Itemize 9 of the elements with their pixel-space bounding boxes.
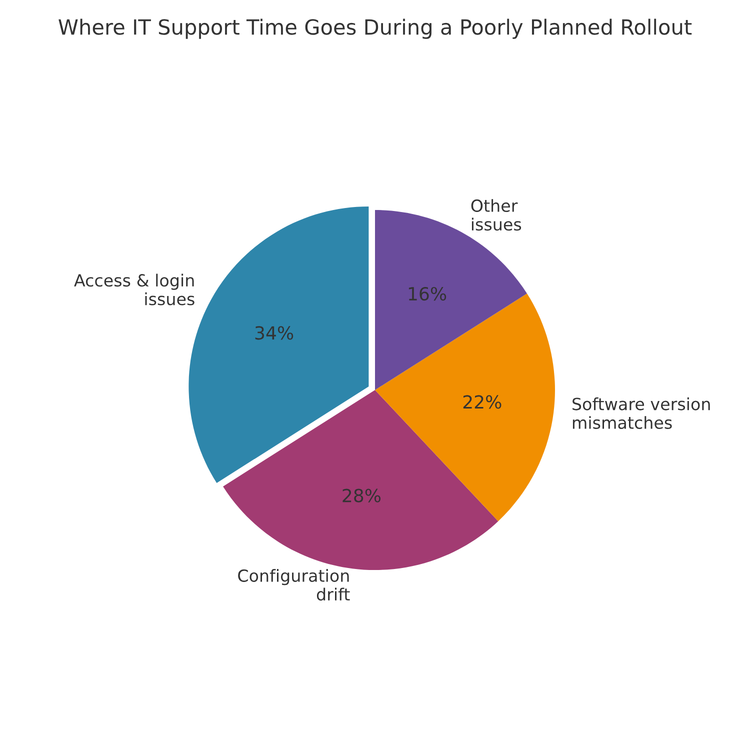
slice-label: Other issues [471,199,522,231]
slice-label: Access & login issues [74,274,194,306]
data-label: 22% [463,395,502,409]
chart-title: Where IT Support Time Goes During a Poorly Planned Rollout [58,18,692,39]
slice-label: Configuration drift [238,569,350,601]
data-label: 16% [408,286,446,301]
data-label: 34% [255,326,294,340]
slice-label: Software version mismatches [572,397,710,429]
data-label: 28% [342,488,381,502]
